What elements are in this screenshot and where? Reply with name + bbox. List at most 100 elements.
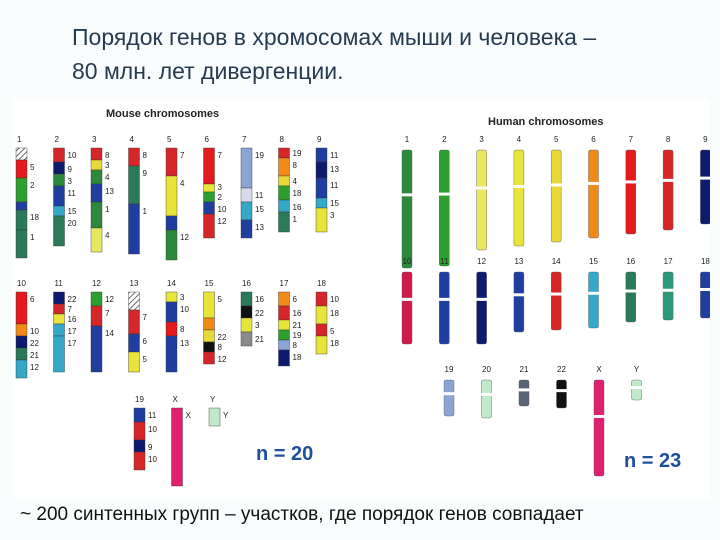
mouse-chromosome-number: 14 <box>167 279 176 288</box>
mouse-segment-label: 1 <box>105 205 110 214</box>
mouse-segment-label: 5 <box>143 355 148 364</box>
mouse-chromosome-segment <box>53 215 65 247</box>
human-chromosome-body <box>593 379 605 477</box>
mouse-chromosome-segment <box>240 305 253 319</box>
mouse-segment-label: 8 <box>293 341 298 350</box>
human-centromere <box>662 288 674 292</box>
mouse-chromosome-number: 6 <box>205 135 210 144</box>
mouse-chromosome-segment <box>203 317 215 331</box>
human-chromosome-15: 15 <box>588 257 599 329</box>
mouse-chromosome-number: 8 <box>280 135 285 144</box>
mouse-chromosome-segment <box>278 211 290 233</box>
mouse-count-label: n = 20 <box>256 443 314 465</box>
human-chromosome-21: 21 <box>518 365 530 407</box>
mouse-chromosome-segment <box>315 323 328 337</box>
mouse-segment-label: 16 <box>255 295 264 304</box>
human-chromosome-body <box>700 149 710 225</box>
mouse-chromosome-3: 383 4 13 1 4 <box>90 135 114 253</box>
human-chromosome-10: 10 <box>401 257 413 345</box>
mouse-segment-label: 5 <box>218 295 223 304</box>
mouse-chromosome-13: 13 7 6 5 <box>128 279 148 373</box>
mouse-segment-label: 10 <box>148 455 157 464</box>
human-chromosome-body <box>588 271 599 329</box>
mouse-segment-label: 7 <box>180 151 185 160</box>
human-chromosome-number: 13 <box>514 257 523 266</box>
human-centromere <box>481 392 492 396</box>
mouse-chromosome-segment <box>15 323 28 337</box>
human-chromosome-4: 4 <box>513 135 525 247</box>
human-chromosome-body <box>588 149 599 239</box>
mouse-chromosome-segment <box>15 147 28 161</box>
mouse-segment-label: 8 <box>293 161 298 170</box>
mouse-chromosome-segment <box>15 209 28 231</box>
mouse-chromosome-number: 2 <box>55 135 60 144</box>
mouse-chromosome-segment <box>15 201 28 211</box>
mouse-chromosome-segment <box>203 351 215 365</box>
mouse-chromosome-segment <box>90 159 103 171</box>
human-centromere <box>625 289 637 293</box>
mouse-chromosome-segment <box>203 183 215 193</box>
mouse-segment-label: 12 <box>105 295 114 304</box>
mouse-chromosome-segment <box>315 207 328 233</box>
human-chromosome-11: 11 <box>438 257 450 345</box>
human-chromosome-18: 18 <box>699 257 710 319</box>
mouse-segment-label: 16 <box>68 315 77 324</box>
mouse-segment-label: 5 <box>330 327 335 336</box>
mouse-segment-label: 11 <box>330 151 339 160</box>
mouse-chromosome-segment <box>165 291 178 303</box>
mouse-chromosome-segment <box>53 303 65 315</box>
mouse-chromosome-segment <box>15 335 28 349</box>
mouse-chromosome-segment <box>165 321 178 337</box>
mouse-chromosome-segment <box>278 185 290 201</box>
human-centromere <box>699 176 710 180</box>
mouse-chromosome-segment <box>203 291 215 319</box>
human-chromosome-12: 12 <box>476 257 488 345</box>
mouse-chromosome-19: 19 11 10 9 10 <box>133 395 157 471</box>
mouse-chromosome-segment <box>90 169 103 185</box>
human-centromere <box>631 386 642 390</box>
human-chromosome-body <box>401 149 413 269</box>
mouse-chromosome-segment <box>240 219 253 239</box>
human-centromere <box>438 297 450 301</box>
mouse-chromosome-segment <box>240 291 253 307</box>
mouse-segment-label: 12 <box>180 233 189 242</box>
mouse-chromosome-segment <box>128 165 140 205</box>
mouse-chromosome-segment <box>203 191 215 203</box>
mouse-chromosome-segment <box>133 439 146 453</box>
human-chromosome-body <box>625 149 636 235</box>
mouse-chromosome-segment <box>315 161 328 179</box>
mouse-chromosome-number: 9 <box>317 135 322 144</box>
mouse-chromosome-15: 15 5 228 12 <box>203 279 227 365</box>
mouse-segment-label: 6 <box>30 295 35 304</box>
mouse-chromosome-number: 18 <box>317 279 326 288</box>
mouse-segment-label: 19 <box>293 331 302 340</box>
mouse-chromosome-segment <box>278 157 290 177</box>
mouse-segment-label: 8 <box>143 151 148 160</box>
human-chromosome-20: 20 <box>481 365 492 419</box>
mouse-chromosome-segment <box>15 291 28 325</box>
mouse-chromosome-7: 7 19 11 15 13 <box>240 135 264 239</box>
mouse-chromosome-segment <box>278 305 290 321</box>
mouse-segment-label: 22 <box>30 339 39 348</box>
human-chromosome-number: X <box>596 365 602 374</box>
mouse-segment-label: 2 <box>30 181 35 190</box>
human-centromere <box>588 181 599 185</box>
human-chromosome-1: 1 <box>401 135 413 269</box>
mouse-segment-label: 12 <box>218 217 227 226</box>
human-centromere <box>662 178 674 182</box>
human-chromosome-body <box>551 271 562 331</box>
mouse-segment-label: 1 <box>293 215 298 224</box>
human-chromosome-number: 20 <box>482 365 491 374</box>
mouse-chromosome-4: 48 9 1 <box>128 135 148 255</box>
mouse-segment-label: 13 <box>105 187 114 196</box>
mouse-chromosome-segment <box>53 313 65 325</box>
mouse-chromosome-segment <box>53 147 65 163</box>
human-chromosome-body <box>662 149 674 231</box>
mouse-segment-label: 8 <box>180 325 185 334</box>
human-chromosome-body <box>518 379 530 407</box>
human-chromosome-body <box>551 149 562 243</box>
human-centromere <box>438 192 450 196</box>
mouse-segment-label: 15 <box>255 205 264 214</box>
